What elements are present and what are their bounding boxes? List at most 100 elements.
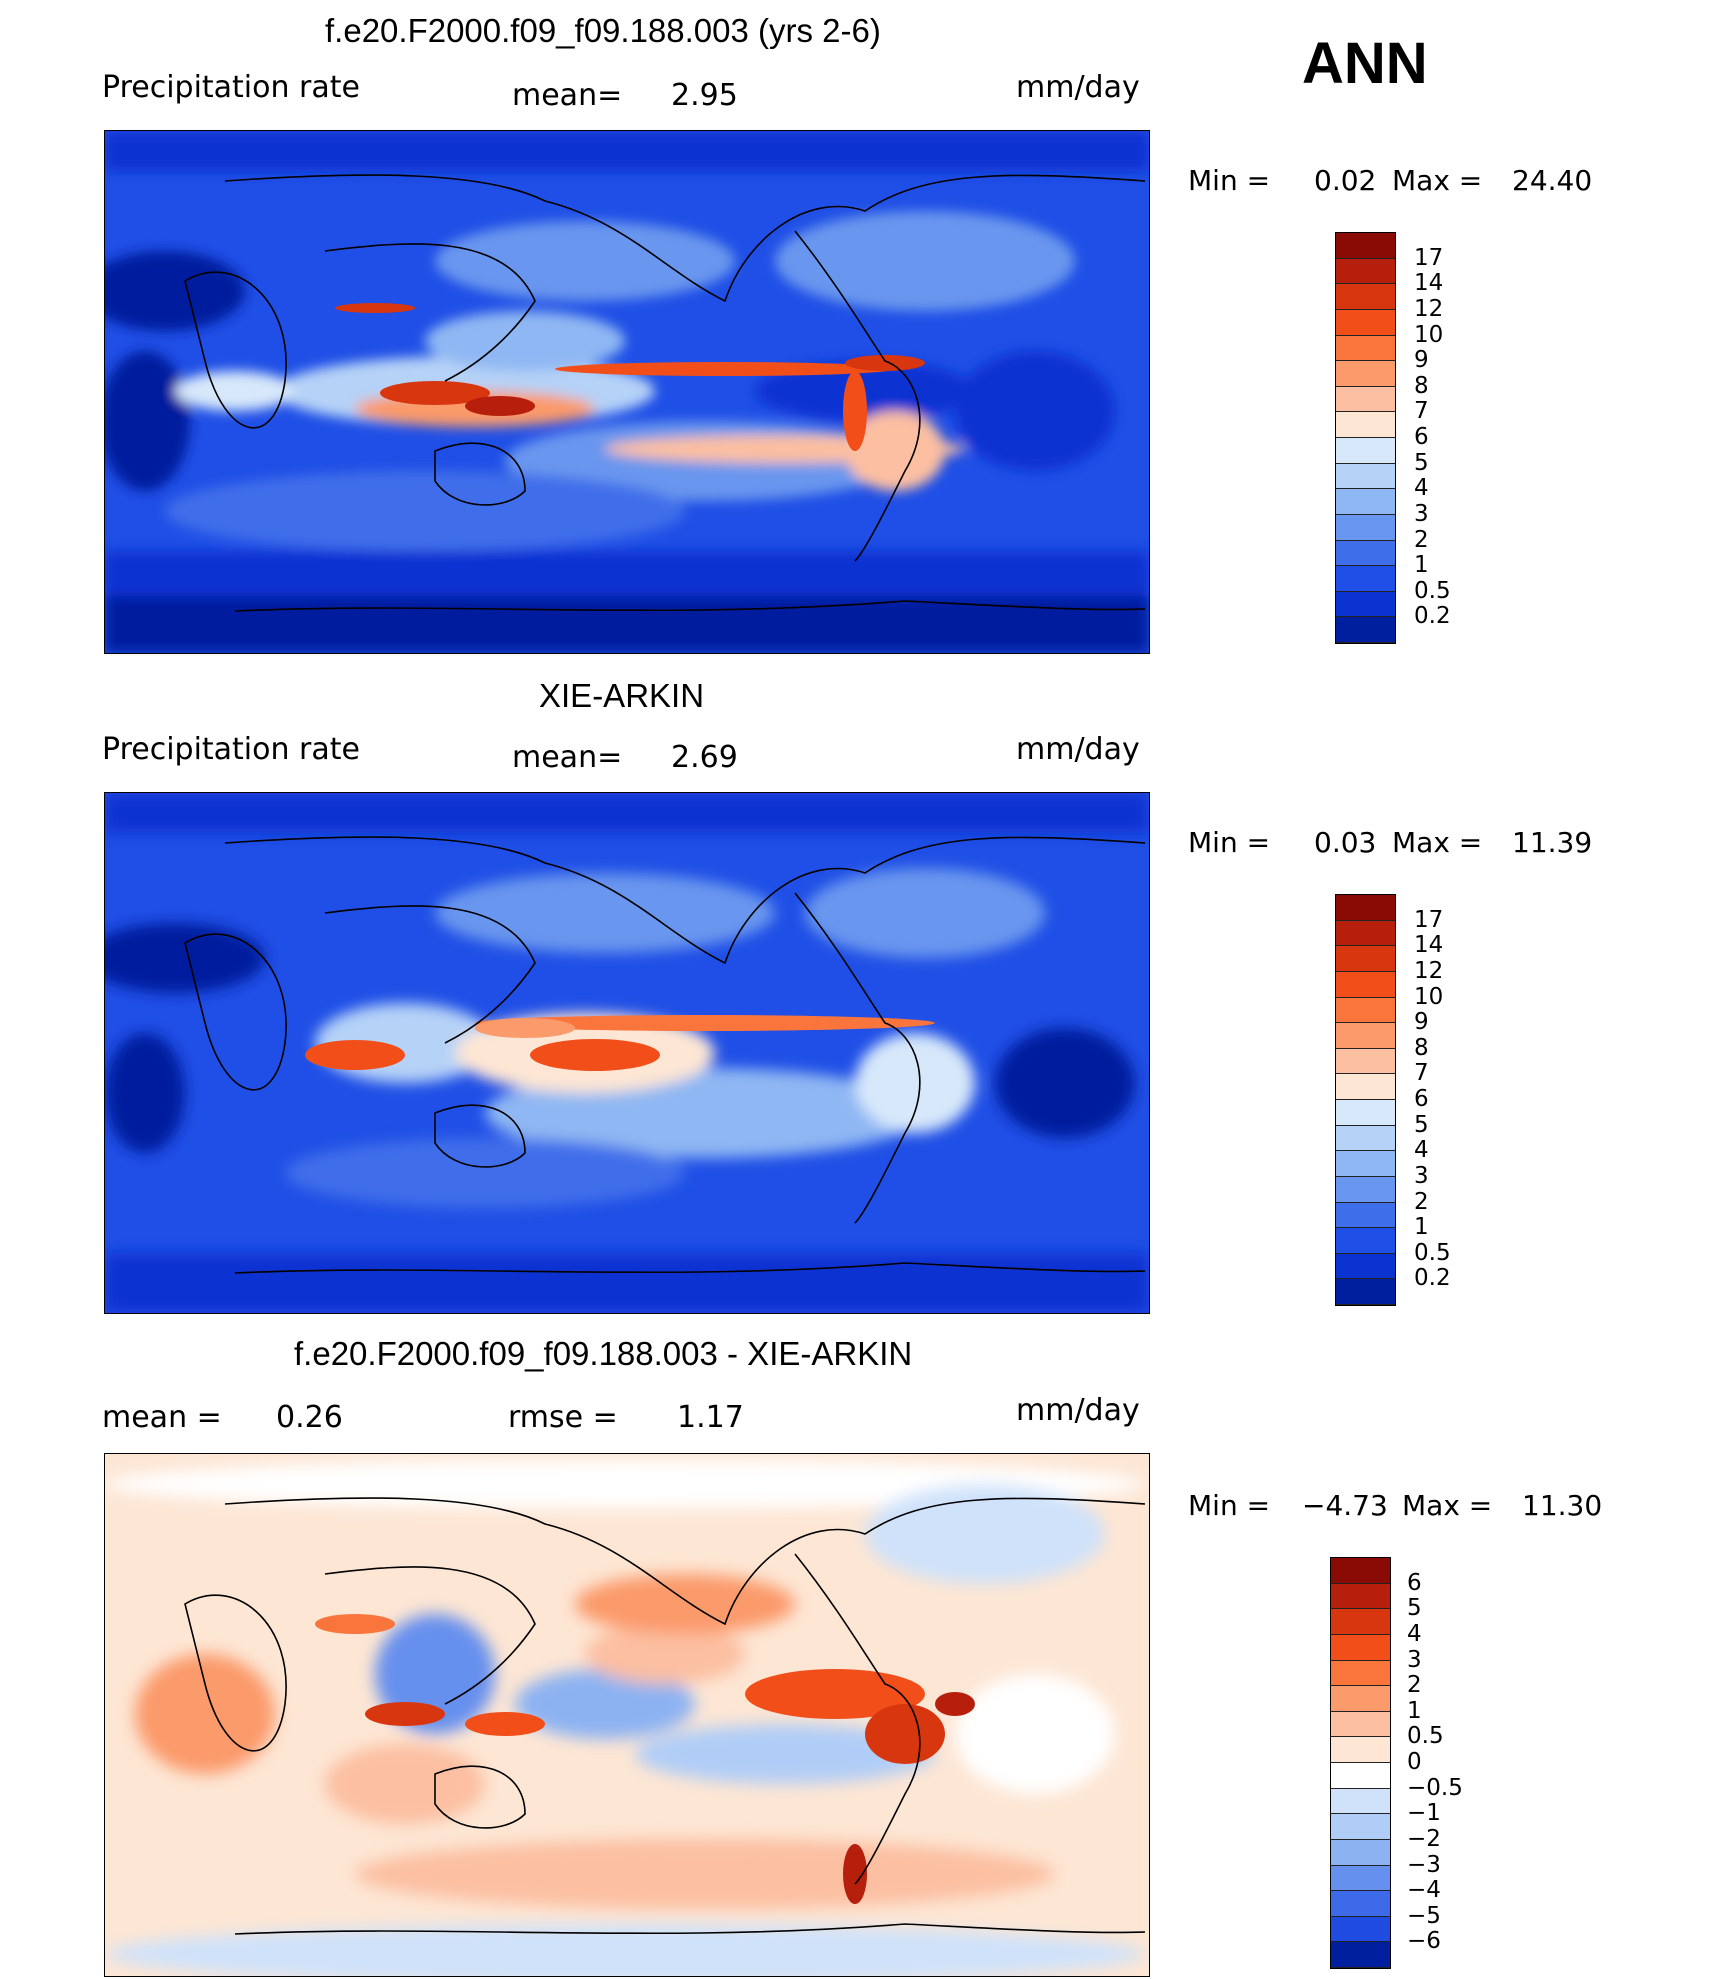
colorbar-tick-label: 0.5 — [1414, 577, 1451, 604]
colorbar-swatch — [1336, 514, 1395, 541]
colorbar-swatch — [1336, 1253, 1395, 1280]
colorbar-swatch — [1336, 489, 1395, 515]
colorbar-tick-label: −4 — [1407, 1877, 1441, 1904]
colorbar-swatch — [1336, 1074, 1395, 1100]
colorbar-swatch — [1336, 997, 1395, 1024]
colorbar-swatch — [1331, 1634, 1390, 1661]
colorbar-swatch — [1331, 1609, 1390, 1635]
colorbar-tick-label: −2 — [1407, 1825, 1441, 1852]
panel-1-min-label: Min = — [1188, 164, 1271, 197]
panel-3-mean-value: 0.26 — [276, 1400, 343, 1435]
colorbar-tick-label: 6 — [1414, 1086, 1429, 1112]
panel-3-rmse-label: rmse = — [508, 1400, 618, 1435]
colorbar-swatch — [1336, 566, 1395, 592]
colorbar-tick-label: 6 — [1407, 1569, 1422, 1596]
colorbar-tick-label: −5 — [1407, 1902, 1441, 1929]
colorbar-tick-label: 1 — [1407, 1697, 1422, 1724]
colorbar-swatch — [1336, 1048, 1395, 1075]
colorbar-tick-label: 4 — [1414, 1137, 1429, 1164]
panel-3-min-value: −4.73 — [1302, 1489, 1388, 1522]
panel-2-max-label: Max = — [1392, 826, 1483, 859]
panel-1-max-label: Max = — [1392, 164, 1483, 197]
colorbar-swatch — [1331, 1788, 1390, 1815]
colorbar-swatch — [1331, 1660, 1390, 1687]
colorbar-tick-label: 3 — [1407, 1646, 1422, 1673]
colorbar-tick-label: 9 — [1414, 347, 1429, 374]
panel-1-colorbar — [1335, 232, 1396, 644]
colorbar-swatch — [1336, 1125, 1395, 1152]
colorbar-tick-label: −1 — [1407, 1800, 1441, 1827]
colorbar-tick-label: 0.5 — [1414, 1239, 1451, 1266]
panel-1-units: mm/day — [1016, 70, 1140, 105]
colorbar-swatch — [1336, 1100, 1395, 1126]
colorbar-swatch — [1331, 1865, 1390, 1892]
colorbar-tick-label: 7 — [1414, 398, 1429, 425]
colorbar-tick-label: 1 — [1414, 1214, 1429, 1241]
colorbar-swatch — [1336, 284, 1395, 310]
colorbar-tick-label: 7 — [1414, 1060, 1429, 1087]
panel-3-rmse-value: 1.17 — [677, 1400, 744, 1435]
panel-2-map — [104, 792, 1150, 1314]
colorbar-swatch — [1331, 1686, 1390, 1712]
panel-1-mean-label: mean= — [512, 78, 623, 113]
colorbar-swatch — [1336, 920, 1395, 947]
colorbar-tick-label: 10 — [1414, 983, 1444, 1010]
panel-1-min-value: 0.02 — [1314, 164, 1377, 197]
colorbar-tick-label: 4 — [1414, 475, 1429, 502]
colorbar-tick-label: 2 — [1414, 526, 1429, 553]
colorbar-swatch — [1336, 361, 1395, 387]
colorbar-swatch — [1336, 617, 1395, 643]
panel-3-max-label: Max = — [1402, 1489, 1493, 1522]
colorbar-swatch — [1336, 540, 1395, 567]
panel-2-mean-value: 2.69 — [671, 740, 738, 775]
colorbar-tick-label: 5 — [1414, 1111, 1429, 1138]
panel-1-field-label: Precipitation rate — [102, 70, 360, 105]
panel-3-diff-field — [105, 1454, 1149, 1976]
panel-3-units: mm/day — [1016, 1393, 1140, 1428]
panel-3-min-label: Min = — [1188, 1489, 1271, 1522]
colorbar-tick-label: 14 — [1414, 932, 1444, 959]
colorbar-swatch — [1336, 309, 1395, 336]
colorbar-swatch — [1336, 971, 1395, 998]
season-label: ANN — [1302, 31, 1428, 96]
panel-1-precip-field — [105, 131, 1149, 653]
colorbar-swatch — [1336, 1279, 1395, 1305]
colorbar-swatch — [1331, 1763, 1390, 1789]
panel-3-colorbar — [1330, 1557, 1391, 1969]
colorbar-swatch — [1331, 1583, 1390, 1610]
colorbar-tick-label: −3 — [1407, 1851, 1441, 1878]
colorbar-tick-label: 8 — [1414, 372, 1429, 399]
panel-3-title: f.e20.F2000.f09_f09.188.003 - XIE-ARKIN — [294, 1335, 913, 1372]
panel-1-title: f.e20.F2000.f09_f09.188.003 (yrs 2-6) — [325, 12, 881, 49]
panel-3-max-value: 11.30 — [1522, 1489, 1603, 1522]
colorbar-swatch — [1331, 1916, 1390, 1943]
panel-2-min-label: Min = — [1188, 826, 1271, 859]
colorbar-swatch — [1336, 1023, 1395, 1049]
colorbar-tick-label: 9 — [1414, 1009, 1429, 1036]
panel-2-field-label: Precipitation rate — [102, 732, 360, 767]
colorbar-tick-label: 0.5 — [1407, 1723, 1444, 1750]
colorbar-swatch — [1336, 233, 1395, 259]
colorbar-tick-label: 3 — [1414, 500, 1429, 527]
colorbar-swatch — [1336, 1228, 1395, 1254]
colorbar-swatch — [1336, 591, 1395, 618]
colorbar-swatch — [1331, 1737, 1390, 1763]
panel-3-mean-label: mean = — [102, 1400, 222, 1435]
colorbar-swatch — [1336, 412, 1395, 438]
colorbar-tick-label: 17 — [1414, 906, 1444, 933]
colorbar-tick-label: 4 — [1407, 1620, 1422, 1647]
colorbar-tick-label: 10 — [1414, 321, 1444, 348]
colorbar-tick-label: 1 — [1414, 552, 1429, 579]
colorbar-swatch — [1331, 1839, 1390, 1866]
colorbar-tick-label: 0.2 — [1414, 603, 1451, 630]
colorbar-swatch — [1336, 258, 1395, 285]
colorbar-tick-label: 12 — [1414, 295, 1444, 322]
colorbar-swatch — [1336, 1176, 1395, 1203]
colorbar-tick-label: 2 — [1414, 1188, 1429, 1215]
colorbar-tick-label: 5 — [1414, 449, 1429, 476]
colorbar-swatch — [1336, 946, 1395, 972]
colorbar-swatch — [1331, 1814, 1390, 1840]
panel-3-colorbar-labels: 6 5 4 3 2 1 0.5 0 −0.5 −1 −2 −3 −4 −5 −6 — [1407, 1557, 1487, 1967]
panel-2-colorbar-labels: 17 14 12 10 9 8 7 6 5 4 3 2 1 0.5 0.2 — [1414, 894, 1494, 1304]
colorbar-tick-label: 8 — [1414, 1034, 1429, 1061]
